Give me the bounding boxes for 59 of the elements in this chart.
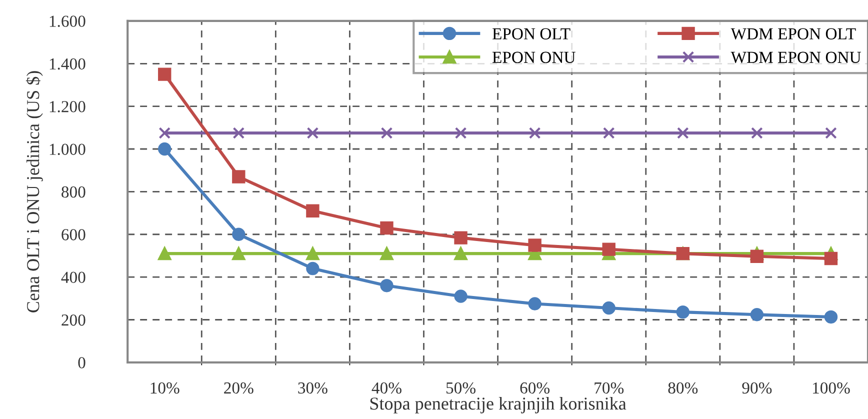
point bbox=[528, 238, 542, 252]
point bbox=[158, 127, 171, 139]
x-tick-label: 90% bbox=[742, 382, 772, 394]
y-tick-label: 600 bbox=[62, 229, 86, 240]
x-tick-label: 30% bbox=[298, 382, 328, 394]
x-tick-label: 100% bbox=[813, 382, 850, 394]
x-tick-label: 60% bbox=[520, 382, 550, 394]
point bbox=[306, 246, 320, 260]
x-tick-label: 70% bbox=[594, 382, 624, 394]
point bbox=[824, 252, 838, 266]
point bbox=[454, 290, 468, 303]
legend-label: WDM EPON OLT bbox=[730, 28, 856, 40]
point bbox=[380, 246, 394, 260]
legend-label: WDM EPON ONU bbox=[730, 52, 861, 64]
point bbox=[824, 310, 838, 324]
point bbox=[232, 228, 246, 241]
point bbox=[158, 142, 172, 156]
legend-label: EPON OLT bbox=[492, 28, 570, 40]
point bbox=[380, 221, 394, 235]
point bbox=[454, 231, 468, 244]
x-tick-label: 80% bbox=[668, 382, 698, 394]
point bbox=[528, 297, 542, 310]
y-tick-label: 1.600 bbox=[50, 16, 86, 27]
y-tick-label: 1.200 bbox=[50, 101, 86, 112]
x-tick-label: 10% bbox=[150, 382, 180, 394]
point bbox=[306, 262, 320, 276]
y-tick-label: 800 bbox=[62, 186, 86, 198]
point bbox=[602, 301, 616, 315]
point bbox=[380, 279, 394, 292]
y-axis-title: Cena OLT i ONU jedinica (US $) bbox=[26, 71, 43, 312]
point bbox=[602, 127, 615, 139]
point bbox=[750, 250, 764, 263]
x-tick-label: 20% bbox=[224, 382, 254, 394]
y-tick-label: 1.000 bbox=[50, 144, 86, 156]
point bbox=[750, 308, 764, 322]
point bbox=[825, 127, 837, 139]
point bbox=[158, 246, 172, 260]
y-tick-label: 1.400 bbox=[50, 58, 86, 70]
point bbox=[158, 68, 172, 81]
point bbox=[232, 127, 245, 139]
point bbox=[528, 127, 541, 139]
point bbox=[232, 246, 246, 260]
point bbox=[306, 127, 319, 139]
point bbox=[676, 305, 690, 319]
point bbox=[454, 246, 468, 260]
y-tick-label: 200 bbox=[62, 314, 86, 326]
y-tick-label: 400 bbox=[61, 272, 86, 284]
x-tick-label: 40% bbox=[372, 382, 402, 394]
point bbox=[676, 127, 689, 139]
point bbox=[380, 127, 393, 139]
point bbox=[306, 204, 320, 218]
x-tick-label: 50% bbox=[446, 382, 476, 394]
point bbox=[232, 170, 246, 184]
point bbox=[751, 127, 763, 139]
legend-label: EPON ONU bbox=[492, 52, 576, 63]
x-axis-title: Stopa penetracije krajnjih korisnika bbox=[370, 396, 626, 414]
y-tick-label: 0 bbox=[78, 357, 86, 368]
point bbox=[454, 127, 467, 139]
point bbox=[602, 242, 616, 256]
